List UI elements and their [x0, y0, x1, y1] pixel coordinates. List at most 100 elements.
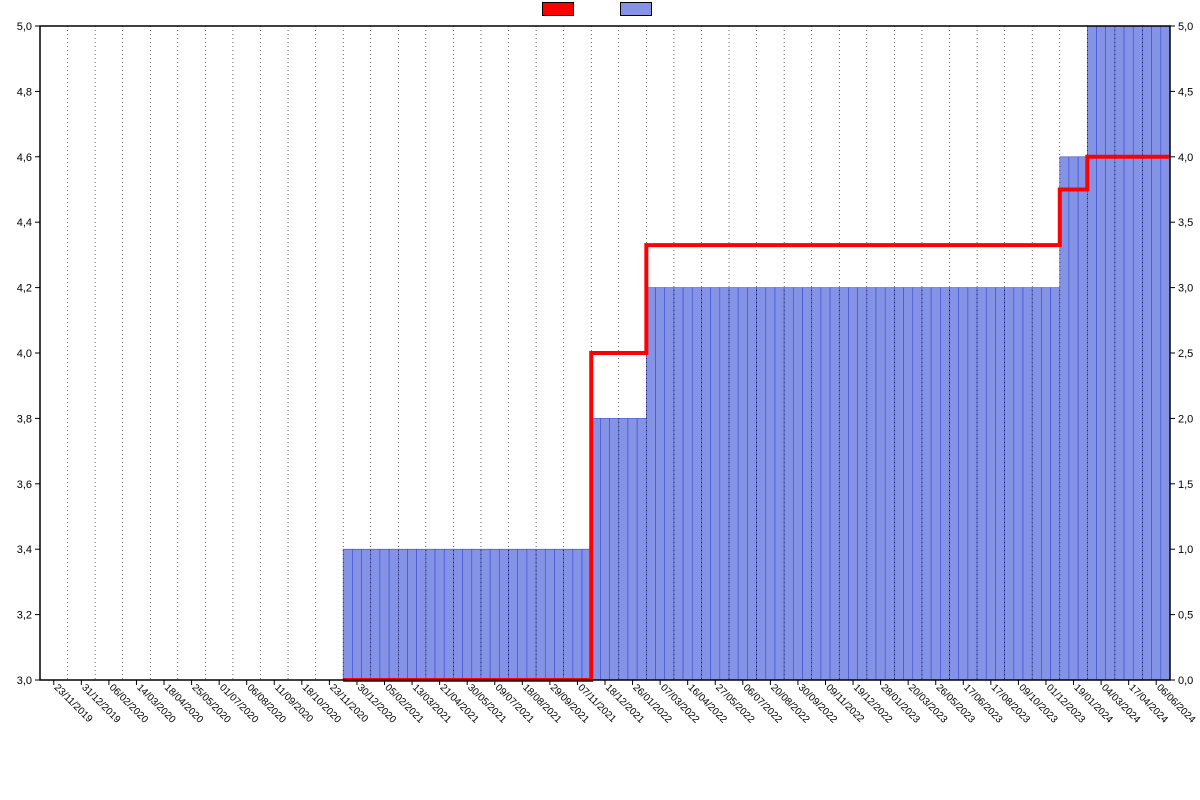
bar — [720, 288, 729, 680]
bar — [536, 549, 545, 680]
bar — [656, 288, 665, 680]
bar — [757, 288, 766, 680]
bar — [371, 549, 380, 680]
bar — [876, 288, 885, 680]
bar — [848, 288, 857, 680]
y-left-tick-label: 4,6 — [17, 152, 32, 164]
y-left-tick-label: 3,0 — [17, 675, 32, 687]
y-left-tick-label: 4,8 — [17, 86, 32, 98]
bar — [564, 549, 573, 680]
bar — [747, 288, 756, 680]
bar — [554, 549, 563, 680]
legend-swatch-bar — [620, 2, 652, 16]
bar — [499, 549, 508, 680]
bar — [463, 549, 472, 680]
y-left-tick-label: 3,8 — [17, 413, 32, 425]
bar — [1142, 26, 1151, 680]
bar — [784, 288, 793, 680]
bar — [922, 288, 931, 680]
bar — [701, 288, 710, 680]
bar — [343, 549, 352, 680]
legend — [0, 2, 1200, 16]
bar — [1014, 288, 1023, 680]
bar — [968, 288, 977, 680]
y-left-tick-label: 4,0 — [17, 348, 32, 360]
bar — [1106, 26, 1115, 680]
bar — [573, 549, 582, 680]
bar — [665, 288, 674, 680]
chart-svg: 3,03,23,43,63,84,04,24,44,64,85,00,00,51… — [0, 0, 1200, 800]
bar — [959, 288, 968, 680]
chart-container: 3,03,23,43,63,84,04,24,44,64,85,00,00,51… — [0, 0, 1200, 800]
bar — [821, 288, 830, 680]
bar — [729, 288, 738, 680]
y-left-tick-label: 3,4 — [17, 544, 32, 556]
y-right-tick-label: 0,5 — [1178, 610, 1193, 622]
bar — [1152, 26, 1161, 680]
y-right-tick-label: 3,0 — [1178, 283, 1193, 295]
bar — [380, 549, 389, 680]
bar — [407, 549, 416, 680]
y-left-tick-label: 4,4 — [17, 217, 32, 229]
y-left-tick-label: 4,2 — [17, 283, 32, 295]
bar — [839, 288, 848, 680]
bar — [766, 288, 775, 680]
y-left-tick-label: 3,6 — [17, 479, 32, 491]
bar — [518, 549, 527, 680]
bar — [692, 288, 701, 680]
bar — [894, 288, 903, 680]
bar — [490, 549, 499, 680]
bar — [858, 288, 867, 680]
bar — [444, 549, 453, 680]
bar — [1069, 157, 1078, 680]
bar — [1078, 157, 1087, 680]
bar — [398, 549, 407, 680]
y-right-tick-label: 2,5 — [1178, 348, 1193, 360]
bar — [1133, 26, 1142, 680]
bar — [986, 288, 995, 680]
bar — [995, 288, 1004, 680]
bar — [600, 418, 609, 680]
legend-item-bar — [620, 2, 658, 16]
bar — [1115, 26, 1124, 680]
bar — [610, 418, 619, 680]
bar — [830, 288, 839, 680]
bar — [940, 288, 949, 680]
y-right-tick-label: 5,0 — [1178, 21, 1193, 33]
bar — [977, 288, 986, 680]
y-right-tick-label: 4,0 — [1178, 152, 1193, 164]
bar — [738, 288, 747, 680]
y-right-tick-label: 4,5 — [1178, 86, 1193, 98]
bar — [389, 549, 398, 680]
bar — [904, 288, 913, 680]
bar — [931, 288, 940, 680]
y-left-tick-label: 5,0 — [17, 21, 32, 33]
bar — [362, 549, 371, 680]
bar — [619, 418, 628, 680]
bar — [1124, 26, 1133, 680]
bar — [1161, 26, 1170, 680]
bar — [545, 549, 554, 680]
bars — [343, 26, 1170, 680]
y-left-tick-label: 3,2 — [17, 610, 32, 622]
bar — [950, 288, 959, 680]
bar — [1032, 288, 1041, 680]
y-right-tick-label: 2,0 — [1178, 413, 1193, 425]
legend-item-line — [542, 2, 580, 16]
bar — [683, 288, 692, 680]
legend-swatch-line — [542, 2, 574, 16]
bar — [1097, 26, 1106, 680]
bar — [775, 288, 784, 680]
bar — [674, 288, 683, 680]
bar — [1087, 26, 1096, 680]
bar — [793, 288, 802, 680]
bar — [867, 288, 876, 680]
y-right-tick-label: 1,0 — [1178, 544, 1193, 556]
bar — [417, 549, 426, 680]
bar — [628, 418, 637, 680]
bar — [509, 549, 518, 680]
bar — [435, 549, 444, 680]
bar — [711, 288, 720, 680]
bar — [885, 288, 894, 680]
bar — [913, 288, 922, 680]
